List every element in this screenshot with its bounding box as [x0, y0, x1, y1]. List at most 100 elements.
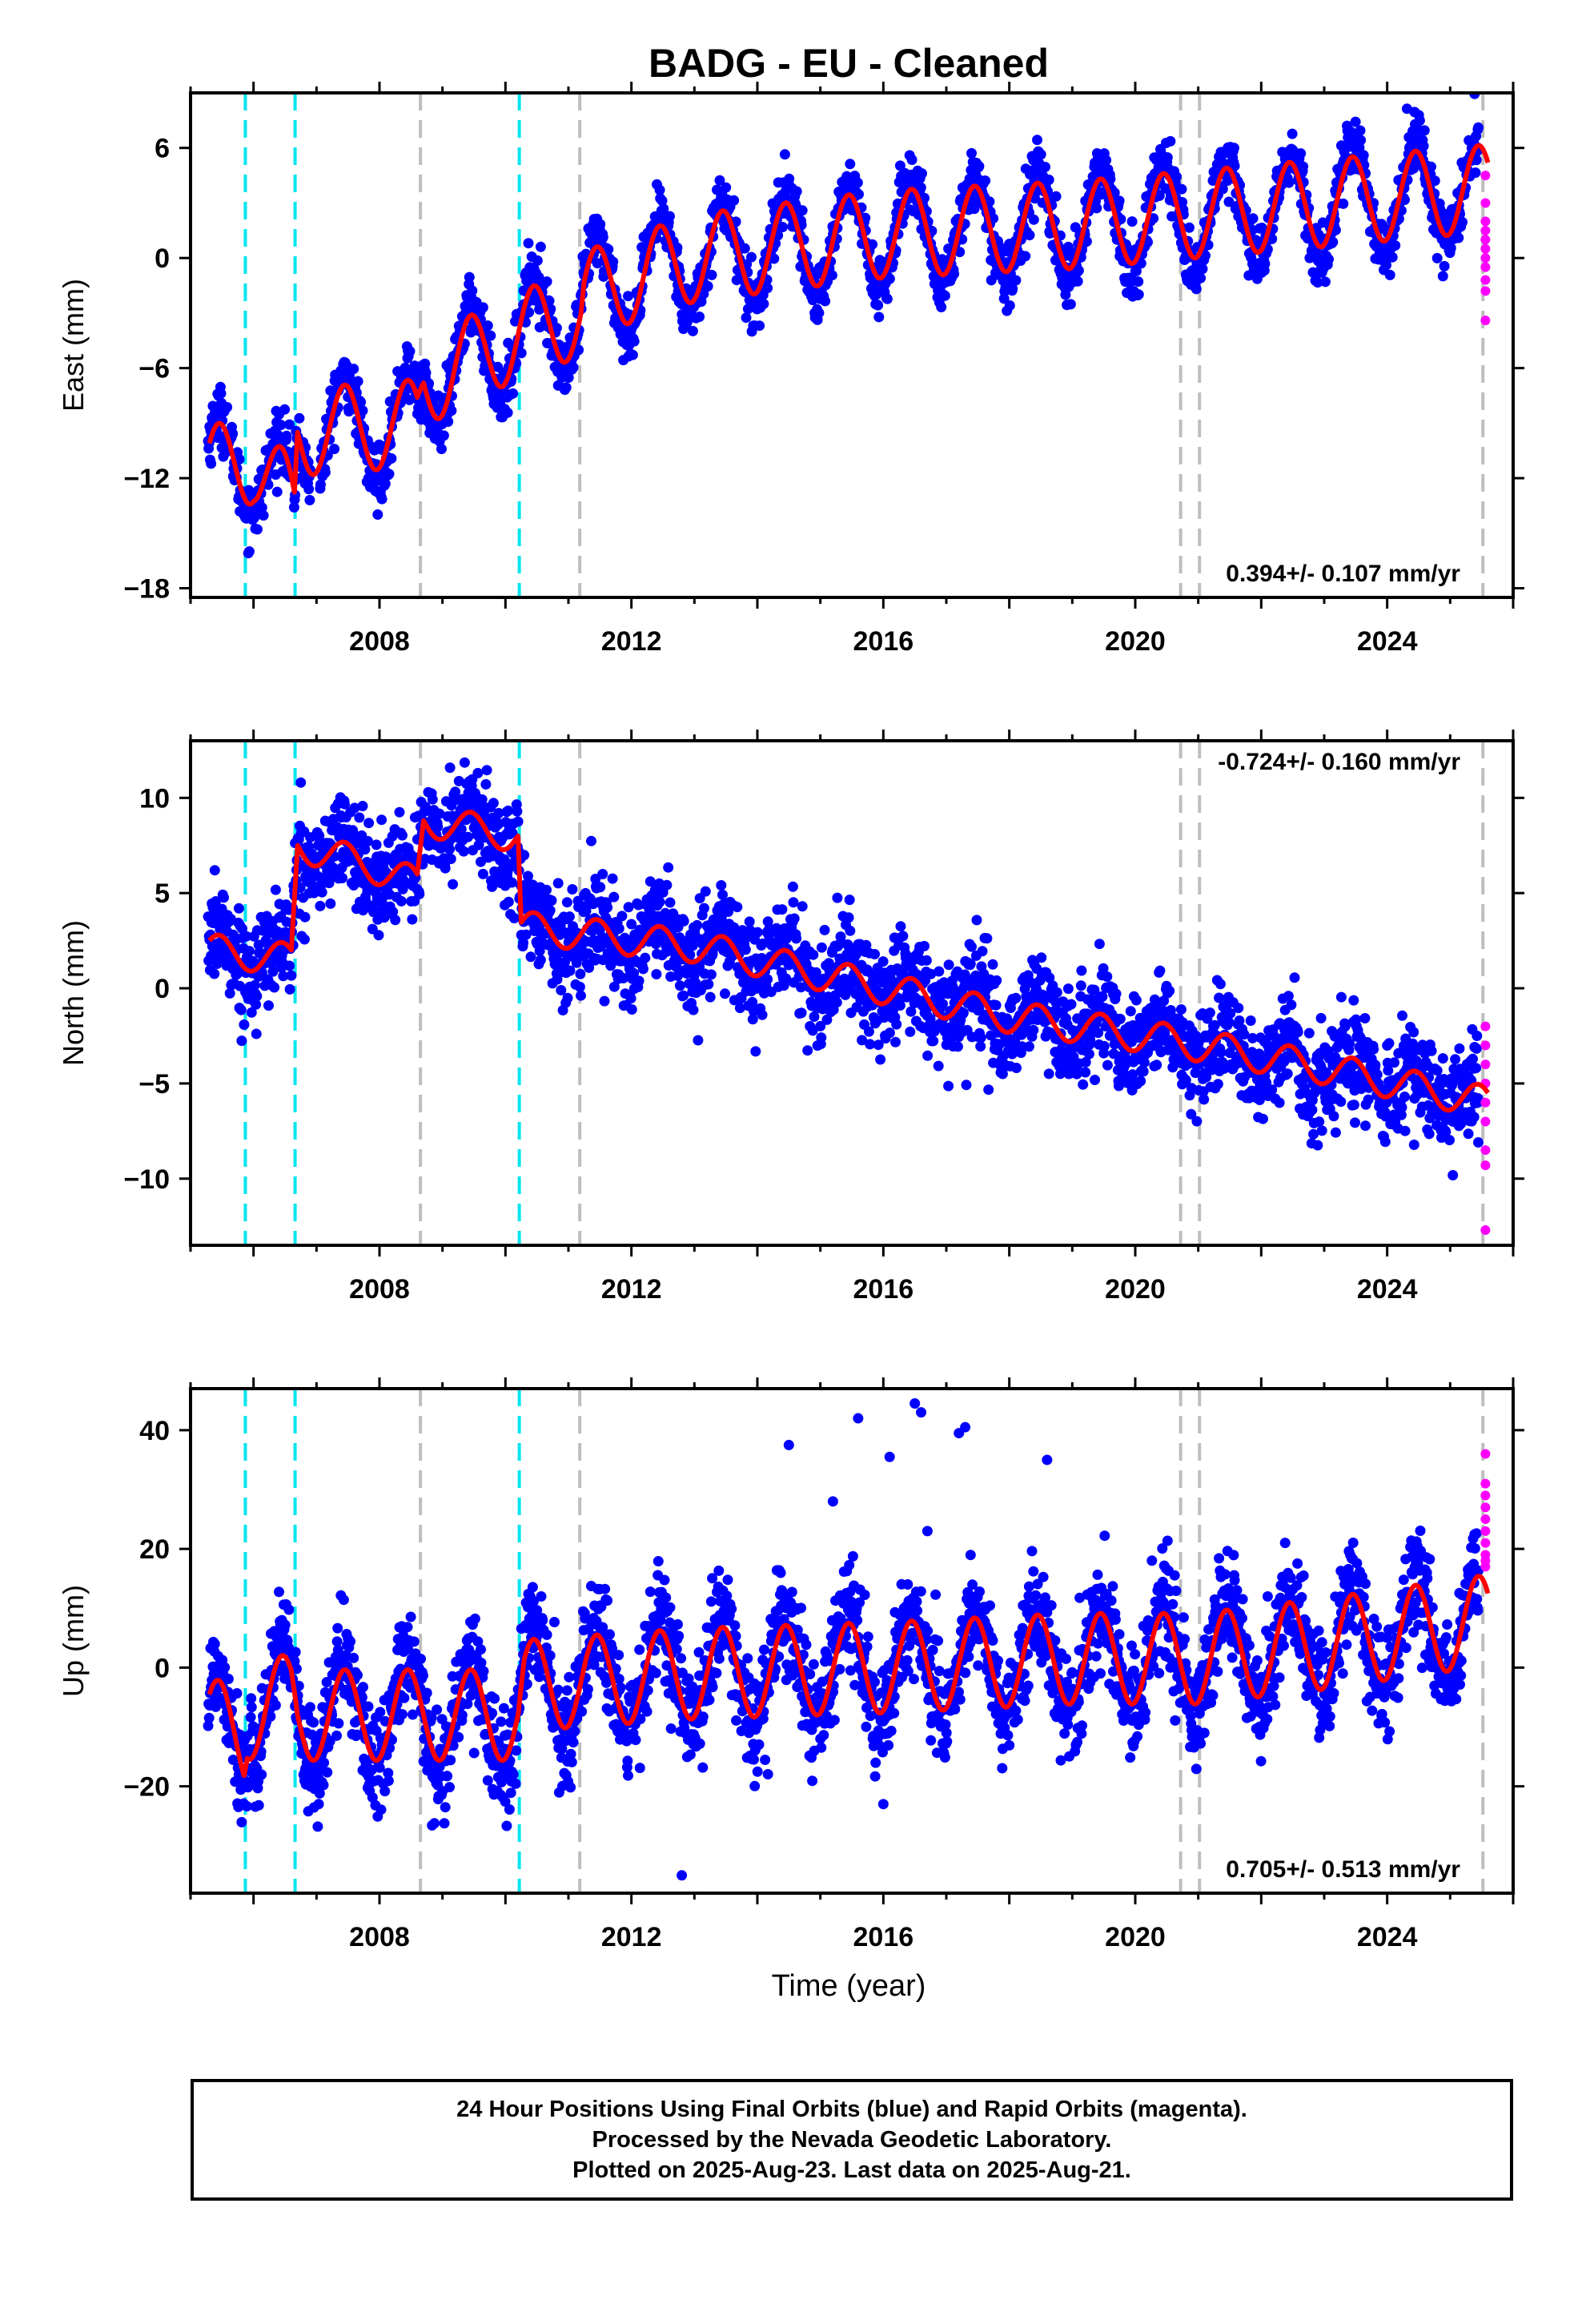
final-orbit-point	[1094, 939, 1105, 950]
final-orbit-point	[717, 889, 728, 900]
final-orbit-point	[754, 320, 765, 332]
final-orbit-point	[284, 960, 295, 971]
final-orbit-point	[512, 816, 524, 827]
final-orbit-point	[816, 1032, 827, 1043]
final-orbit-point	[299, 911, 311, 923]
final-orbit-point	[379, 478, 391, 489]
final-orbit-point	[777, 222, 788, 232]
final-orbit-point	[1083, 1048, 1094, 1059]
rapid-orbit-point	[1480, 286, 1491, 296]
final-orbit-point	[503, 805, 514, 816]
final-orbit-point	[477, 868, 488, 879]
final-orbit-point	[1414, 115, 1425, 126]
final-orbit-point	[802, 1045, 813, 1056]
final-orbit-point	[1073, 265, 1084, 276]
final-orbit-point	[1133, 289, 1144, 300]
final-orbit-point	[1028, 214, 1039, 225]
final-orbit-point	[1319, 276, 1331, 287]
final-orbit-point	[873, 312, 885, 323]
final-orbit-point	[525, 951, 536, 963]
final-orbit-point	[975, 1032, 986, 1043]
final-orbit-point	[352, 376, 363, 387]
final-orbit-point	[788, 897, 799, 908]
y-tick-label: 6	[155, 134, 170, 164]
final-orbit-point	[1130, 995, 1142, 1006]
final-orbit-point	[845, 925, 856, 936]
final-orbit-point	[371, 839, 382, 850]
y-tick-label: 0	[155, 243, 170, 274]
final-orbit-point	[432, 822, 444, 832]
final-orbit-point	[1247, 213, 1259, 224]
final-orbit-point	[884, 273, 895, 284]
final-orbit-point	[1229, 143, 1239, 154]
final-orbit-point	[1470, 167, 1481, 179]
final-orbit-point	[877, 956, 889, 967]
final-orbit-point	[1135, 258, 1146, 269]
final-orbit-point	[348, 364, 359, 375]
final-orbit-point	[595, 882, 606, 893]
final-orbit-point	[1217, 183, 1228, 195]
final-orbit-point	[251, 1028, 262, 1039]
final-orbit-point	[251, 524, 263, 535]
final-orbit-point	[560, 382, 572, 393]
final-orbit-point	[463, 831, 473, 842]
final-orbit-point	[561, 897, 572, 908]
final-orbit-point	[693, 1035, 704, 1046]
final-orbit-point	[819, 924, 830, 935]
final-orbit-point	[444, 762, 456, 774]
final-orbit-point	[1191, 283, 1202, 295]
final-orbit-point	[881, 293, 893, 304]
final-orbit-point	[535, 955, 546, 966]
final-orbit-point	[757, 1009, 768, 1020]
final-orbit-point	[508, 388, 519, 399]
final-orbit-point	[414, 889, 425, 899]
final-orbit-point	[1114, 1013, 1126, 1024]
final-orbit-point	[532, 255, 543, 266]
final-orbit-point	[808, 949, 819, 960]
final-orbit-point	[966, 147, 977, 159]
final-orbit-point	[1223, 1017, 1235, 1027]
final-orbit-point	[576, 990, 586, 1001]
final-orbit-point	[779, 149, 790, 160]
final-orbit-point	[396, 895, 407, 907]
final-orbit-point	[797, 205, 808, 216]
final-orbit-point	[407, 914, 418, 925]
final-orbit-point	[831, 997, 842, 1008]
final-orbit-point	[813, 308, 825, 319]
final-orbit-point	[845, 159, 856, 170]
final-orbit-point	[984, 196, 995, 207]
final-orbit-point	[625, 993, 636, 1004]
final-orbit-point	[1043, 1068, 1054, 1080]
final-orbit-point	[1195, 272, 1207, 283]
final-orbit-point	[281, 430, 292, 441]
final-orbit-point	[1080, 1067, 1091, 1078]
final-orbit-point	[1007, 283, 1018, 295]
final-orbit-point	[524, 307, 535, 318]
final-orbit-point	[284, 983, 295, 995]
final-orbit-point	[1154, 190, 1165, 201]
rapid-orbit-point	[1480, 243, 1491, 254]
final-orbit-point	[564, 911, 575, 923]
rapid-orbit-point	[1480, 225, 1491, 235]
final-orbit-point	[844, 895, 855, 906]
final-orbit-point	[1043, 175, 1054, 185]
final-orbit-point	[933, 1060, 944, 1072]
final-orbit-point	[448, 879, 459, 890]
final-orbit-point	[1004, 300, 1015, 311]
final-orbit-point	[705, 991, 716, 1003]
final-orbit-point	[741, 312, 752, 324]
final-orbit-point	[943, 1080, 954, 1092]
final-orbit-point	[597, 869, 608, 879]
final-orbit-point	[488, 798, 499, 809]
final-orbit-point	[575, 968, 586, 979]
final-orbit-point	[797, 901, 808, 912]
final-orbit-point	[1114, 195, 1125, 207]
final-orbit-point	[1323, 254, 1334, 265]
final-orbit-point	[1298, 161, 1309, 172]
final-orbit-point	[508, 913, 520, 923]
rapid-orbit-point	[1480, 235, 1491, 245]
final-orbit-point	[1078, 1079, 1089, 1090]
final-orbit-point	[873, 300, 884, 311]
final-orbit-point	[563, 372, 574, 383]
final-orbit-point	[661, 879, 673, 891]
